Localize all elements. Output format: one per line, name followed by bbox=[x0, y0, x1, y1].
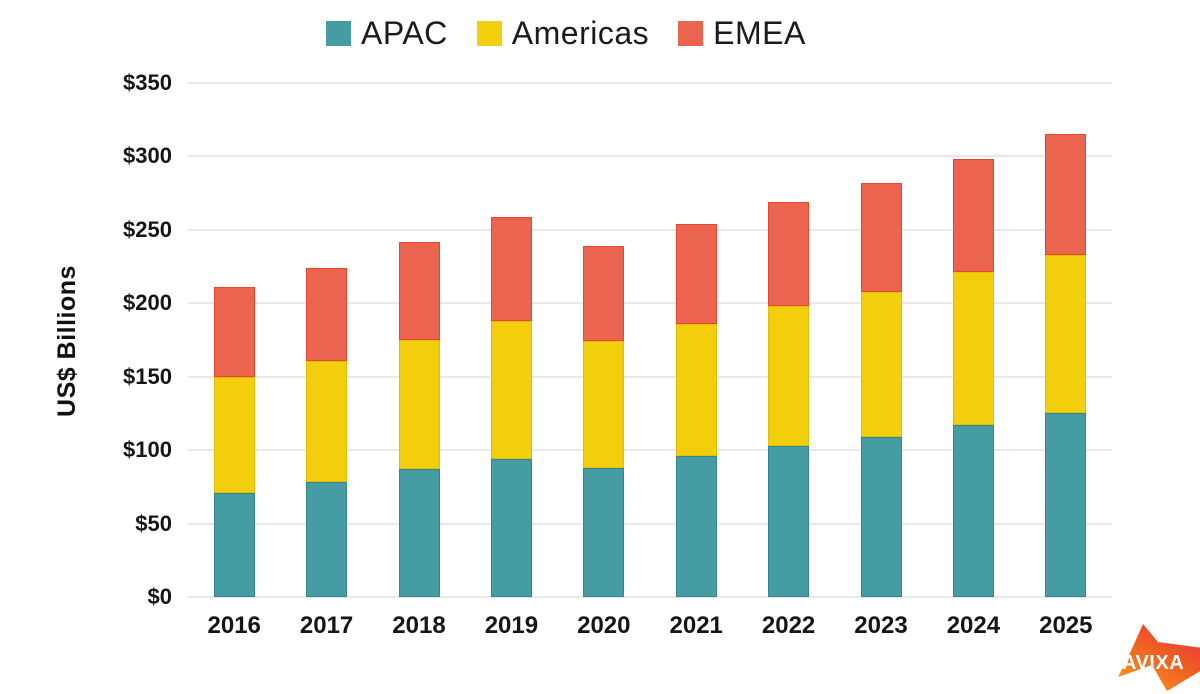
legend-item-emea: EMEA bbox=[678, 15, 806, 52]
bar-segment-americas-2019 bbox=[490, 320, 532, 459]
gridline-$250 bbox=[188, 228, 1112, 231]
legend-swatch-apac bbox=[326, 21, 351, 46]
bar-segment-americas-2022 bbox=[768, 306, 810, 446]
bar-segment-apac-2023 bbox=[860, 436, 902, 597]
y-tick-label: $0 bbox=[147, 584, 172, 609]
y-tick-label: $250 bbox=[123, 216, 172, 242]
x-tick-label: 2025 bbox=[1039, 612, 1093, 639]
gridline-$350 bbox=[188, 82, 1112, 84]
bar-segment-americas-2017 bbox=[306, 360, 348, 483]
legend-swatch-americas bbox=[476, 21, 502, 46]
y-tick-label: $350 bbox=[123, 70, 172, 95]
x-tick-label: 2016 bbox=[207, 612, 261, 639]
y-tick-label: $100 bbox=[123, 437, 172, 463]
avixa-logo-shape bbox=[1118, 624, 1200, 691]
x-tick-label: 2019 bbox=[484, 612, 539, 639]
gridline-$100 bbox=[188, 449, 1112, 452]
x-tick-label: 2023 bbox=[854, 612, 908, 639]
bar-segment-apac-2017 bbox=[306, 482, 348, 597]
bar-segment-emea-2020 bbox=[583, 246, 625, 342]
bar-segment-apac-2022 bbox=[768, 445, 810, 597]
legend-label-americas: Americas bbox=[511, 15, 650, 51]
bar-segment-americas-2020 bbox=[583, 341, 625, 468]
bar-segment-americas-2024 bbox=[952, 272, 994, 426]
bar-segment-apac-2025 bbox=[1045, 413, 1087, 597]
gridline-$0 bbox=[188, 596, 1112, 598]
y-tick-label: $200 bbox=[123, 290, 172, 316]
bar-segment-apac-2020 bbox=[583, 467, 625, 597]
bar-segment-apac-2016 bbox=[213, 492, 255, 597]
legend-swatch-emea bbox=[678, 21, 704, 46]
bar-segment-americas-2023 bbox=[860, 291, 902, 437]
y-tick-label: $50 bbox=[135, 510, 172, 536]
bar-segment-emea-2019 bbox=[490, 216, 532, 321]
bar-segment-emea-2017 bbox=[306, 268, 348, 361]
legend-label-emea: EMEA bbox=[713, 15, 806, 51]
x-tick-label: 2024 bbox=[946, 612, 1001, 639]
bar-segment-emea-2016 bbox=[213, 287, 255, 377]
bar-segment-emea-2025 bbox=[1045, 134, 1087, 255]
bar-segment-americas-2018 bbox=[398, 340, 440, 470]
gridline-$150 bbox=[188, 375, 1112, 378]
gridline-$200 bbox=[188, 302, 1112, 305]
bar-segment-apac-2024 bbox=[952, 425, 994, 597]
bar-segment-emea-2022 bbox=[768, 201, 810, 307]
bar-segment-apac-2021 bbox=[675, 456, 717, 597]
gridline-$300 bbox=[188, 155, 1112, 158]
x-tick-label: 2018 bbox=[392, 612, 446, 639]
legend: APAC Americas EMEA bbox=[326, 15, 806, 52]
gridline-$50 bbox=[188, 522, 1112, 525]
bar-segment-apac-2019 bbox=[490, 458, 532, 597]
bar-segment-americas-2016 bbox=[213, 376, 255, 493]
avixa-logo: AVIXA bbox=[1118, 624, 1200, 691]
legend-item-americas: Americas bbox=[476, 15, 650, 52]
legend-label-apac: APAC bbox=[361, 15, 448, 51]
bar-segment-emea-2018 bbox=[398, 241, 440, 340]
y-tick-label: $300 bbox=[123, 143, 172, 169]
x-tick-label: 2020 bbox=[577, 612, 631, 639]
legend-item-apac: APAC bbox=[326, 15, 448, 52]
avixa-logo-text: AVIXA bbox=[1122, 652, 1184, 674]
bar-segment-emea-2024 bbox=[952, 159, 994, 273]
bar-segment-emea-2021 bbox=[675, 223, 717, 324]
y-tick-label: $150 bbox=[123, 363, 172, 389]
x-tick-label: 2017 bbox=[299, 612, 354, 639]
x-tick-label: 2022 bbox=[761, 612, 816, 639]
bar-segment-americas-2021 bbox=[675, 323, 717, 456]
bar-segment-americas-2025 bbox=[1045, 254, 1087, 414]
bar-segment-apac-2018 bbox=[398, 469, 440, 597]
bar-segment-emea-2023 bbox=[860, 182, 902, 292]
x-tick-label: 2021 bbox=[669, 612, 723, 639]
